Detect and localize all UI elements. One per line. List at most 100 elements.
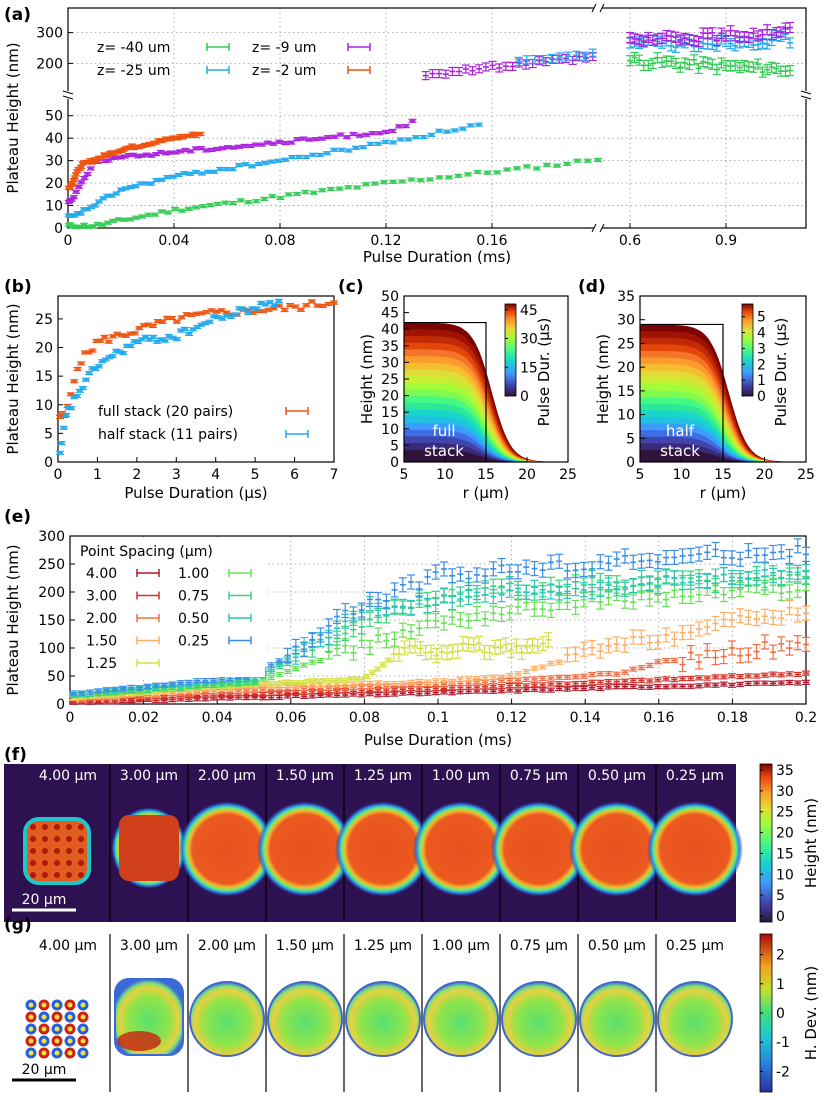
data-point-1 (57, 441, 66, 446)
data-point-3 (407, 679, 416, 685)
annotation: stack (660, 442, 700, 460)
data-point-2 (731, 30, 740, 42)
legend-label: z= -9 um (252, 40, 316, 56)
plot-frame-a (67, 7, 807, 229)
data-point-1 (94, 364, 103, 369)
data-point-2 (80, 175, 89, 181)
data-point-0 (96, 338, 105, 343)
y-tick-label: 200 (38, 585, 65, 601)
data-point-2 (662, 658, 671, 664)
data-point-2 (571, 674, 580, 680)
data-point-2 (401, 124, 410, 129)
data-point-0 (752, 680, 761, 686)
data-point-2 (670, 657, 679, 664)
data-point-1 (126, 343, 135, 349)
data-point-3 (374, 680, 383, 686)
data-point-0 (416, 178, 425, 183)
data-point-2 (388, 128, 397, 134)
data-point-3 (793, 607, 802, 623)
data-point-1 (254, 161, 263, 167)
data-point-0 (758, 66, 767, 78)
x-axis-label: Pulse Duration (ms) (363, 248, 511, 266)
data-point-0 (464, 688, 473, 694)
data-point-3 (514, 671, 523, 677)
data-point-0 (483, 170, 492, 175)
data-point-0 (213, 201, 222, 206)
data-point-1 (637, 677, 646, 683)
x-tick-label: 0.12 (370, 233, 401, 249)
x-tick-label: 15 (714, 467, 732, 483)
data-point-0 (629, 683, 638, 690)
data-point-1 (612, 679, 621, 685)
data-point-1 (726, 38, 735, 50)
y-tick-label: 15 (381, 405, 399, 421)
data-point-2 (431, 682, 440, 688)
data-point-1 (248, 164, 257, 169)
data-point (588, 48, 597, 58)
data-point-3 (678, 625, 687, 641)
data-point-1 (563, 681, 572, 687)
data-point-0 (73, 366, 82, 372)
data-point-1 (244, 310, 253, 316)
y-axis-label: Plateau Height (nm) (4, 42, 22, 193)
data-point-3 (637, 629, 646, 645)
y-tick-label: 5 (626, 431, 635, 447)
data-point-1 (427, 132, 436, 137)
x-tick-label: 0.9 (715, 233, 737, 249)
data-point-1 (365, 688, 374, 694)
data-point-0 (236, 198, 245, 203)
data-point-0 (793, 680, 802, 686)
x-tick-label: 2 (132, 467, 141, 483)
data-point-0 (703, 57, 712, 69)
data-point-0 (431, 690, 440, 696)
data-point-1 (719, 674, 728, 680)
data-point-0 (736, 681, 745, 687)
data-point-1 (149, 334, 158, 340)
data-point (495, 63, 504, 73)
data-point-2 (719, 648, 728, 665)
data-point-1 (435, 128, 444, 133)
data-point-1 (769, 671, 778, 677)
data-point-0 (444, 175, 453, 180)
x-tick-label: 0.14 (570, 710, 601, 726)
data-point-0 (284, 192, 293, 197)
data-point-0 (301, 189, 310, 195)
panel-label-e: (e) (4, 507, 31, 527)
y-tick-label: 200 (36, 56, 63, 72)
data-point-1 (119, 351, 128, 356)
x-tick-label: 4 (211, 467, 220, 483)
data-point-1 (458, 126, 467, 131)
data-point-1 (464, 684, 473, 690)
data-point-0 (302, 303, 311, 308)
data-point-0 (151, 212, 160, 217)
data-point-2 (299, 136, 308, 141)
data-point-0 (667, 55, 676, 67)
data-point (468, 66, 477, 76)
data-point (481, 62, 490, 72)
data-point-3 (662, 627, 671, 643)
data-point-1 (381, 139, 390, 145)
data-point-3 (711, 615, 720, 632)
data-point-1 (234, 692, 243, 698)
data-point-2 (678, 656, 687, 673)
data-point-2 (648, 34, 657, 46)
data-point-2 (671, 31, 680, 43)
data-point-1 (786, 37, 794, 49)
data-point-0 (497, 688, 506, 694)
data-point-0 (785, 679, 794, 685)
data-point-1 (324, 689, 333, 696)
data-point-1 (442, 129, 451, 134)
data-point-0 (415, 691, 424, 697)
data-point-0 (583, 158, 592, 163)
data-point-1 (231, 312, 240, 317)
colorbar-tick-label: 0 (520, 389, 529, 405)
colorbar (741, 303, 754, 397)
data-point-1 (736, 673, 745, 680)
data-point-0 (292, 191, 301, 197)
x-tick-label: 6 (290, 467, 299, 483)
data-point-2 (637, 665, 646, 671)
data-point-1 (189, 327, 198, 332)
data-point-0 (620, 684, 629, 690)
